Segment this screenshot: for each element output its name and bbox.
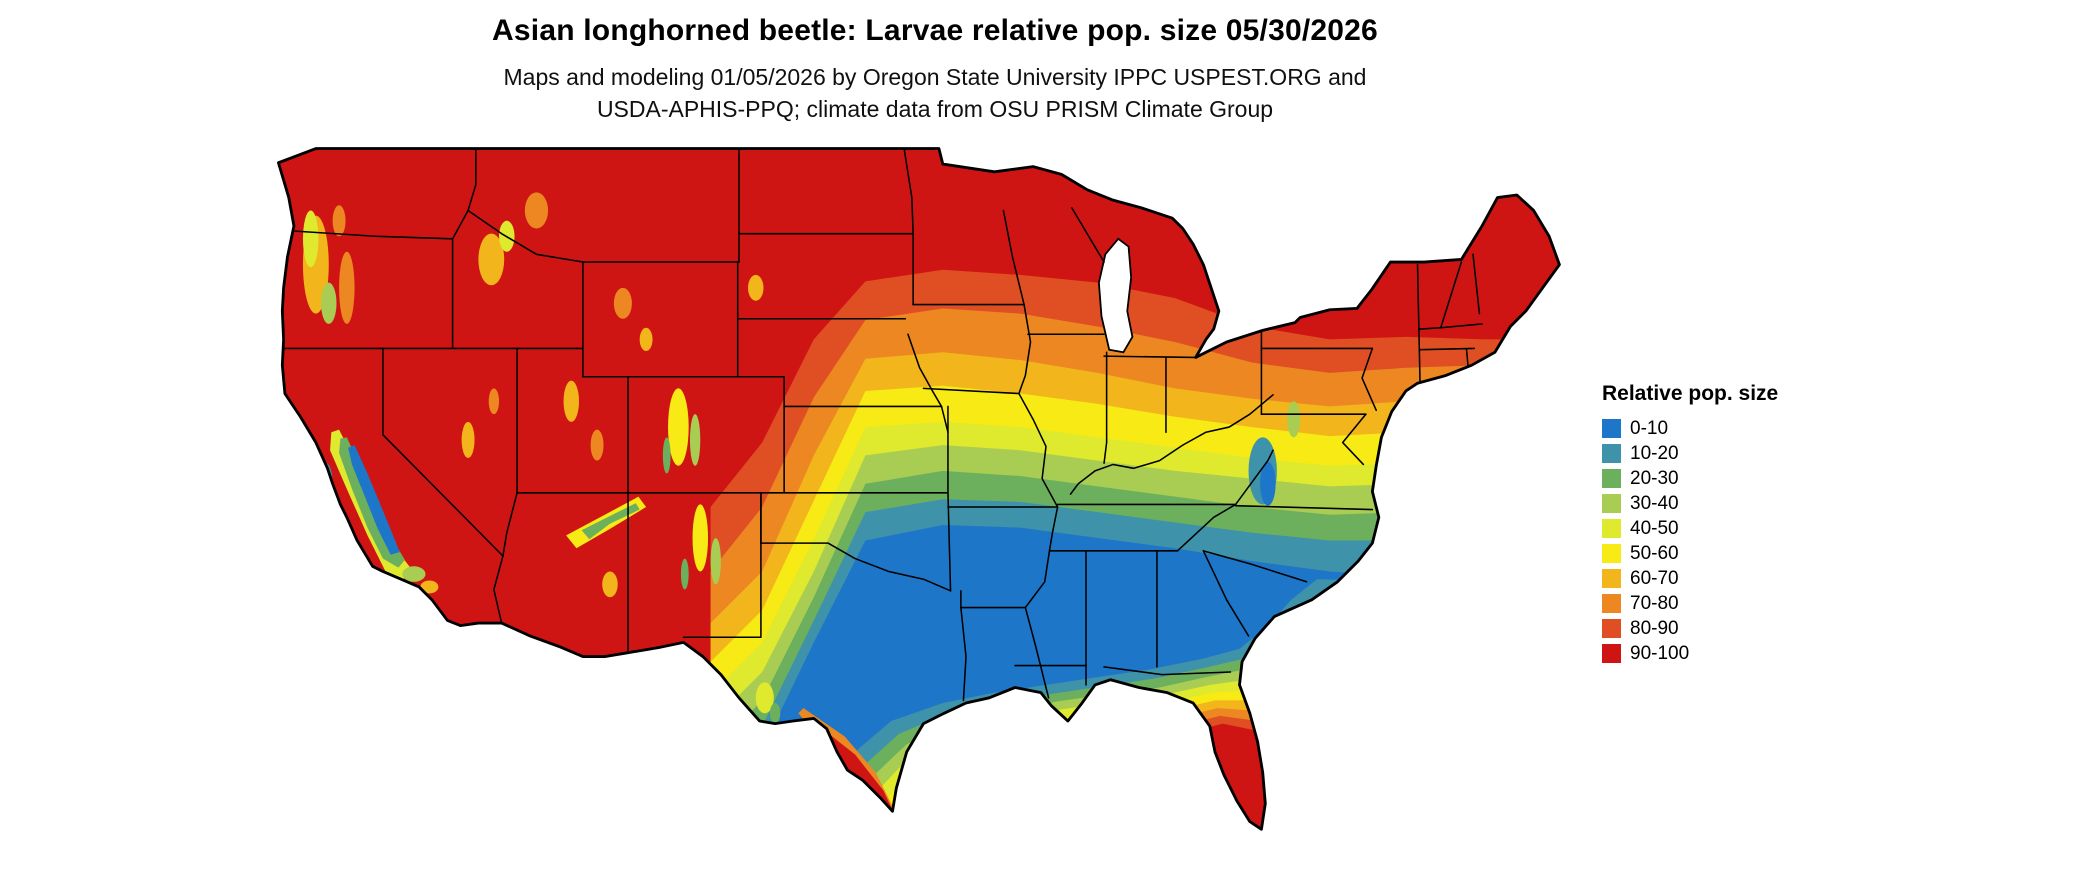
- raster-layer: [278, 148, 1560, 830]
- legend-item: 0-10: [1602, 416, 1778, 441]
- lake-michigan: [1097, 237, 1134, 354]
- state-boundaries: [281, 148, 1483, 702]
- legend-label: 60-70: [1630, 567, 1679, 589]
- header: Asian longhorned beetle: Larvae relative…: [270, 14, 1600, 125]
- legend-swatch-50-60: [1602, 544, 1621, 563]
- subtitle-line-1: Maps and modeling 01/05/2026 by Oregon S…: [503, 64, 1367, 90]
- us-map-svg: [277, 147, 1561, 831]
- legend-item: 80-90: [1602, 616, 1778, 641]
- legend-item: 10-20: [1602, 441, 1778, 466]
- legend-swatch-60-70: [1602, 569, 1621, 588]
- legend-item: 40-50: [1602, 516, 1778, 541]
- legend-item: 70-80: [1602, 591, 1778, 616]
- map-legend: Relative pop. size 0-10 10-20 20-30 30-4…: [1602, 382, 1778, 666]
- legend-label: 50-60: [1630, 542, 1679, 564]
- legend-swatch-40-50: [1602, 519, 1621, 538]
- legend-label: 10-20: [1630, 442, 1679, 464]
- us-outline: [277, 147, 1561, 831]
- legend-label: 40-50: [1630, 517, 1679, 539]
- legend-swatch-0-10: [1602, 419, 1621, 438]
- legend-swatch-80-90: [1602, 619, 1621, 638]
- us-map: [272, 146, 1562, 873]
- page-title: Asian longhorned beetle: Larvae relative…: [492, 14, 1378, 47]
- legend-label: 30-40: [1630, 492, 1679, 514]
- legend-swatch-30-40: [1602, 494, 1621, 513]
- legend-item: 60-70: [1602, 566, 1778, 591]
- page-subtitle: Maps and modeling 01/05/2026 by Oregon S…: [270, 61, 1600, 125]
- legend-label: 20-30: [1630, 467, 1679, 489]
- legend-title: Relative pop. size: [1602, 382, 1779, 405]
- legend-label: 0-10: [1630, 417, 1669, 439]
- appalachian-patches: [1248, 401, 1301, 506]
- legend-item: 30-40: [1602, 491, 1778, 516]
- subtitle-line-2: USDA-APHIS-PPQ; climate data from OSU PR…: [596, 96, 1274, 122]
- legend-label: 80-90: [1630, 617, 1679, 639]
- legend-item: 90-100: [1602, 641, 1778, 666]
- legend-swatch-20-30: [1602, 469, 1621, 488]
- legend-swatch-70-80: [1602, 594, 1621, 613]
- legend-swatch-10-20: [1602, 444, 1621, 463]
- legend-label: 90-100: [1630, 642, 1690, 664]
- legend-swatch-90-100: [1602, 644, 1621, 663]
- legend-item: 50-60: [1602, 541, 1778, 566]
- legend-label: 70-80: [1630, 592, 1679, 614]
- legend-item: 20-30: [1602, 466, 1778, 491]
